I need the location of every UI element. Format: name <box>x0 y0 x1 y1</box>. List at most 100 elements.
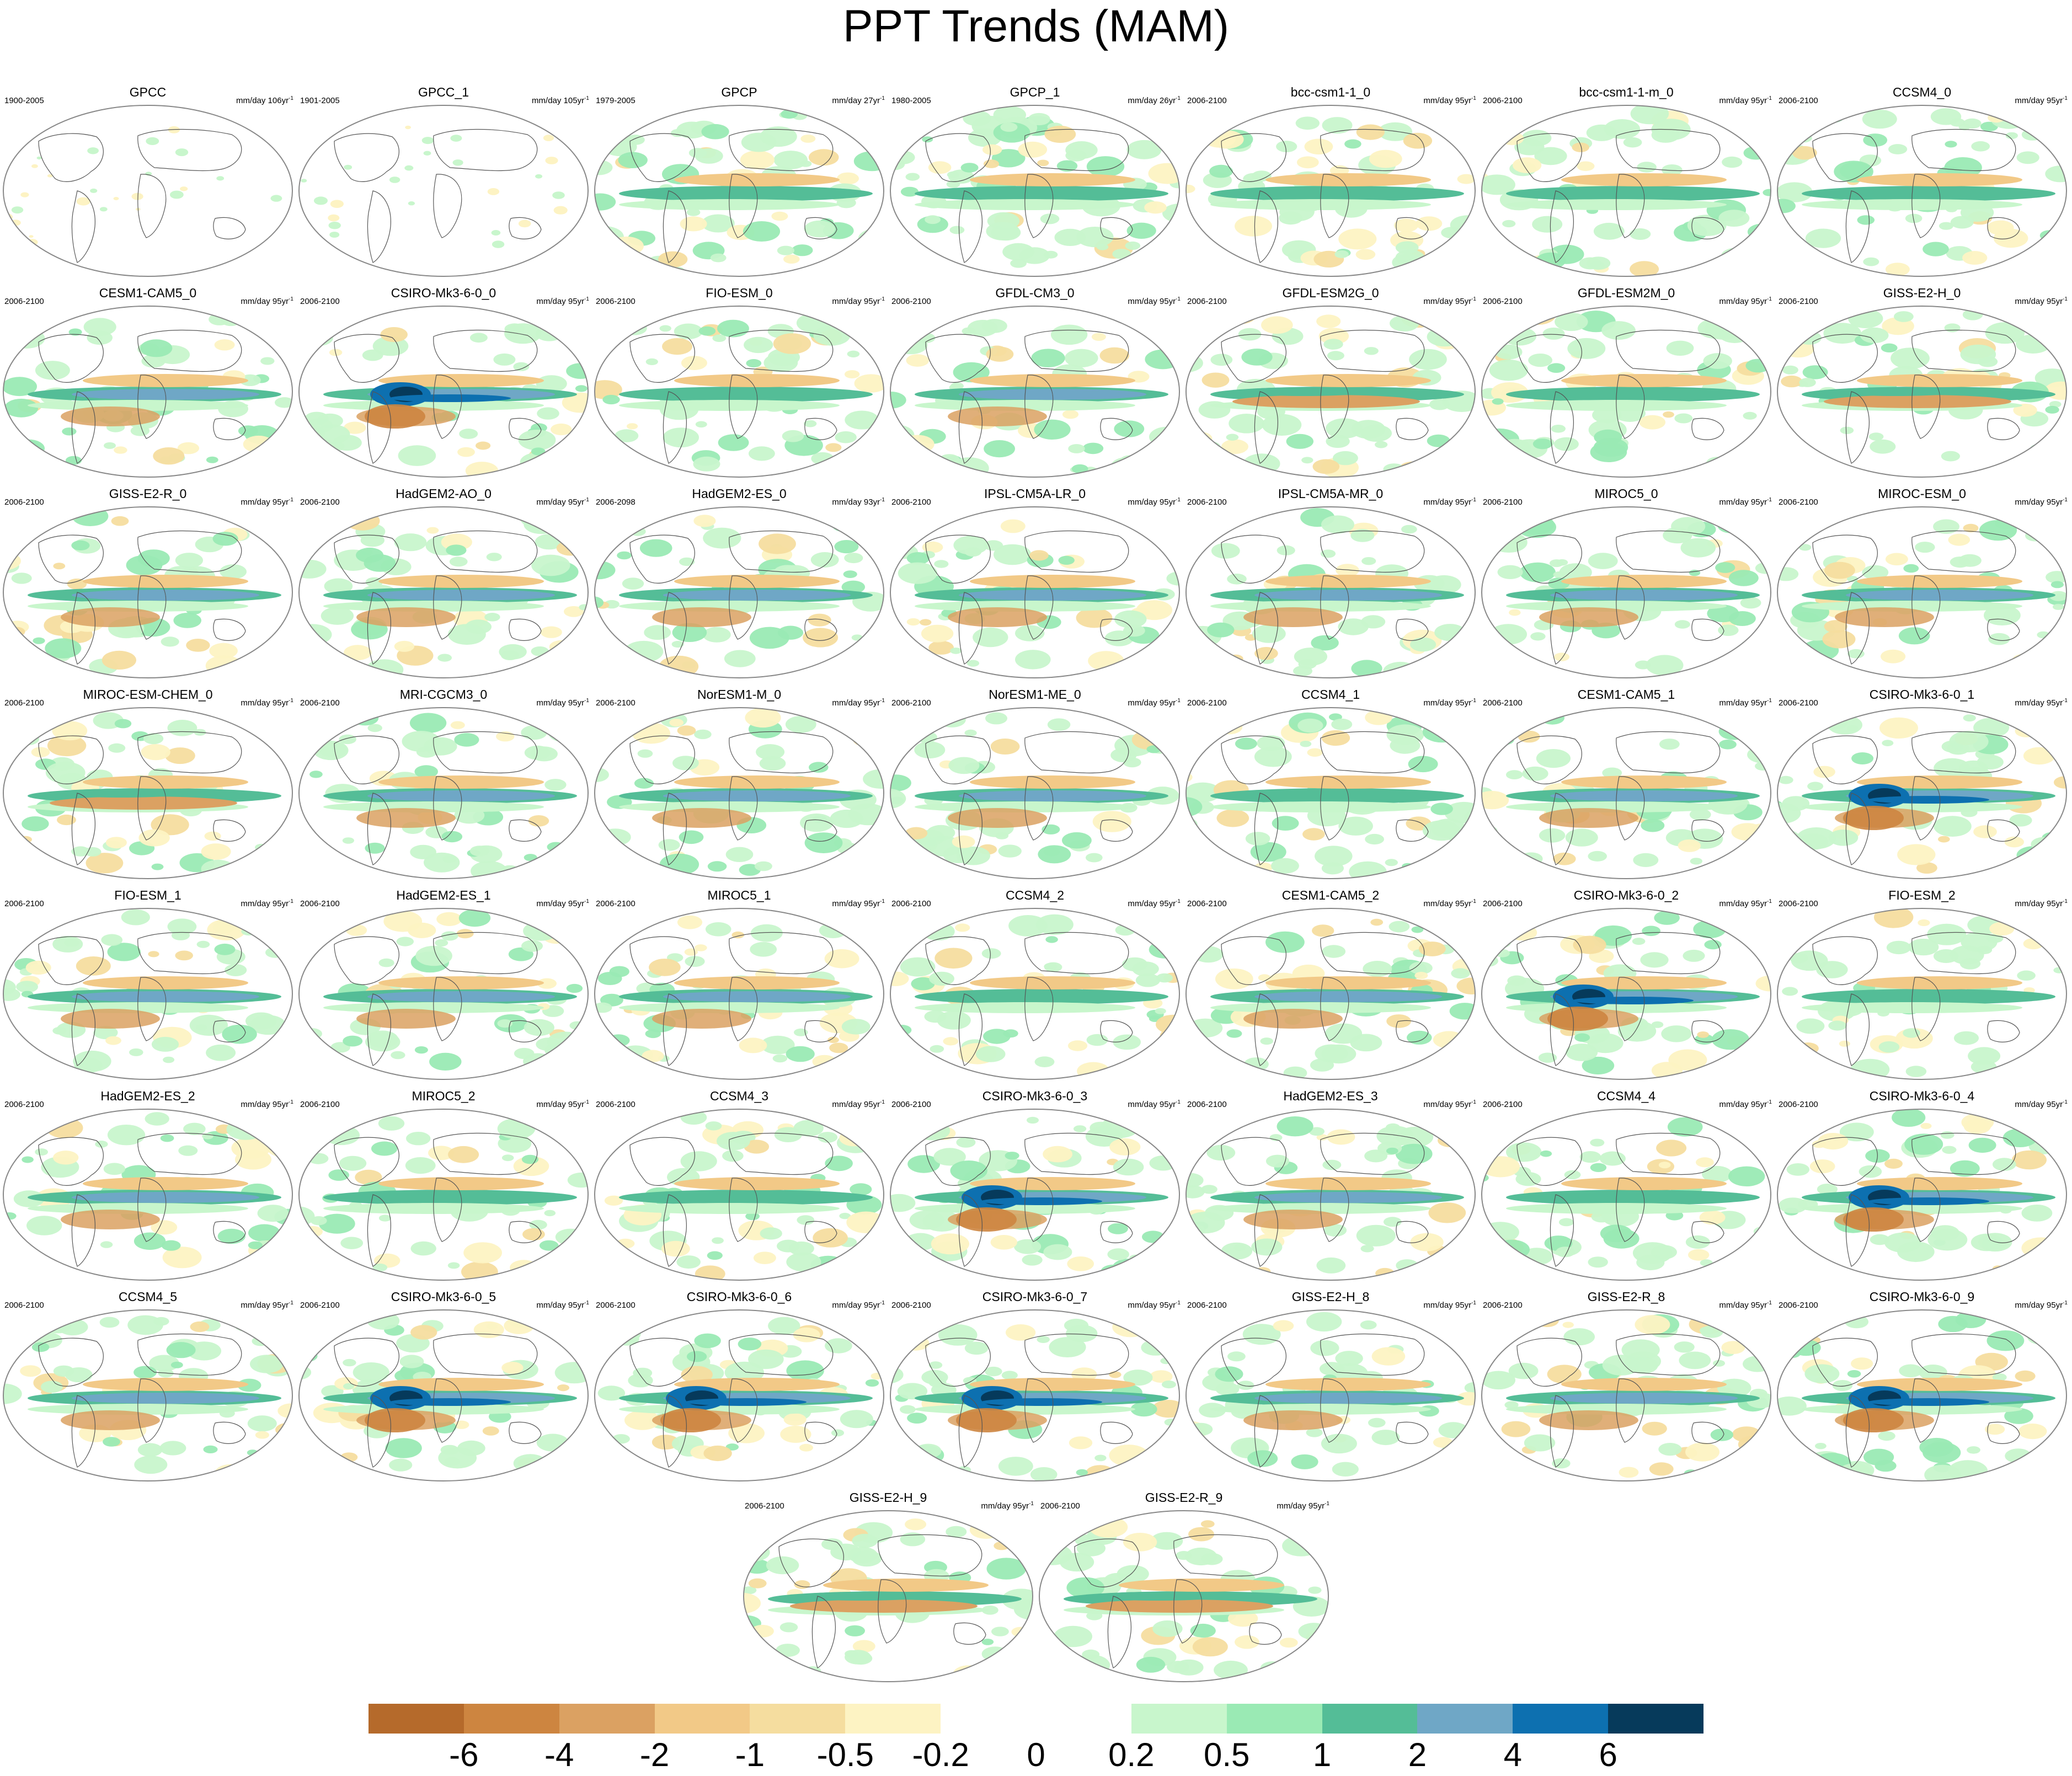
panel-title: MIROC5_0 <box>1594 486 1658 501</box>
panel-units-text: mm/day 95yr <box>1719 96 1767 105</box>
panel-units-exponent: -1 <box>880 95 885 101</box>
panel-units-exponent: -1 <box>880 497 885 503</box>
map-panel: CCSM4_4 2006-2100 mm/day 95yr-1 <box>1478 1088 1774 1286</box>
panel-units-exponent: -1 <box>584 698 589 704</box>
map-panel: CESM1-CAM5_2 2006-2100 mm/day 95yr-1 <box>1183 887 1478 1085</box>
map-projection <box>890 306 1180 478</box>
map-panel: CCSM4_1 2006-2100 mm/day 95yr-1 <box>1183 686 1478 885</box>
panel-units-text: mm/day 95yr <box>1719 297 1767 306</box>
colorbar-tick-label: -2 <box>639 1736 670 1773</box>
panel-units: mm/day 95yr-1 <box>536 696 589 708</box>
map-panel: CSIRO-Mk3-6-0_5 2006-2100 mm/day 95yr-1 <box>296 1288 591 1487</box>
panel-units-text: mm/day 93yr <box>832 498 880 507</box>
panel-title: CSIRO-Mk3-6-0_2 <box>1573 888 1679 902</box>
map-panel: GISS-E2-R_8 2006-2100 mm/day 95yr-1 <box>1478 1288 1774 1487</box>
colorbar-labels: -6 -4 -2 -1 -0.5 -0.2 0 0.2 0.5 1 2 4 6 <box>0 1737 2072 1776</box>
panel-years: 2006-2100 <box>1483 698 1523 708</box>
panel-title: CCSM4_1 <box>1301 687 1360 702</box>
panel-years: 2006-2098 <box>596 498 636 507</box>
panel-units: mm/day 95yr-1 <box>2015 1098 2068 1110</box>
panel-years: 2006-2100 <box>1187 1301 1227 1310</box>
panel-units-text: mm/day 95yr <box>2015 899 2063 908</box>
panel-title: FIO-ESM_0 <box>706 286 773 300</box>
panel-title: IPSL-CM5A-MR_0 <box>1278 486 1384 501</box>
panel-years: 2006-2100 <box>300 297 340 306</box>
panel-units-text: mm/day 95yr <box>1719 899 1767 908</box>
panel-units-text: mm/day 95yr <box>1719 1100 1767 1109</box>
map-panel: CCSM4_2 2006-2100 mm/day 95yr-1 <box>887 887 1183 1085</box>
colorbar-tick-label: 0.2 <box>1108 1736 1155 1773</box>
panel-units-exponent: -1 <box>1767 698 1772 704</box>
panel-units-exponent: -1 <box>1767 497 1772 503</box>
map-panel: NorESM1-ME_0 2006-2100 mm/day 95yr-1 <box>887 686 1183 885</box>
panel-units-exponent: -1 <box>1176 1300 1181 1306</box>
panel-units: mm/day 95yr-1 <box>1719 897 1772 909</box>
map-panel: HadGEM2-ES_2 2006-2100 mm/day 95yr-1 <box>0 1088 296 1286</box>
panel-units-text: mm/day 95yr <box>1719 1301 1767 1310</box>
panel-units: mm/day 95yr-1 <box>1128 897 1181 909</box>
panel-units: mm/day 106yr-1 <box>236 94 293 106</box>
map-panel: MIROC5_2 2006-2100 mm/day 95yr-1 <box>296 1088 591 1286</box>
map-projection <box>890 506 1180 678</box>
panel-units-exponent: -1 <box>1029 1501 1034 1507</box>
panel-units: mm/day 95yr-1 <box>1719 94 1772 106</box>
map-projection <box>1777 1109 2067 1281</box>
panel-units-exponent: -1 <box>1176 296 1181 302</box>
panel-units-exponent: -1 <box>2063 497 2068 503</box>
panel-units-exponent: -1 <box>1325 1501 1329 1507</box>
panel-years: 2006-2100 <box>1483 96 1523 105</box>
panel-units-exponent: -1 <box>1767 1099 1772 1105</box>
map-projection <box>298 1309 589 1481</box>
map-panel: FIO-ESM_2 2006-2100 mm/day 95yr-1 <box>1774 887 2070 1085</box>
panel-units-exponent: -1 <box>289 296 293 302</box>
colorbar <box>369 1704 1704 1734</box>
map-projection <box>1777 707 2067 879</box>
map-projection <box>1481 506 1771 678</box>
map-projection <box>3 1309 293 1481</box>
panel-units-text: mm/day 95yr <box>536 698 585 708</box>
panel-units: mm/day 95yr-1 <box>1423 94 1476 106</box>
map-projection <box>890 1309 1180 1481</box>
colorbar-tick-label: -0.2 <box>912 1736 969 1773</box>
map-panel: GFDL-ESM2G_0 2006-2100 mm/day 95yr-1 <box>1183 285 1478 483</box>
panel-units: mm/day 95yr-1 <box>1719 696 1772 708</box>
colorbar-swatch <box>1131 1704 1227 1734</box>
map-panel: HadGEM2-ES_1 2006-2100 mm/day 95yr-1 <box>296 887 591 1085</box>
panel-units-exponent: -1 <box>1767 95 1772 101</box>
panel-units-text: mm/day 95yr <box>241 1301 289 1310</box>
map-projection <box>1481 1309 1771 1481</box>
panel-title: GISS-E2-H_8 <box>1291 1290 1370 1304</box>
map-projection <box>1481 105 1771 277</box>
panel-units-exponent: -1 <box>1767 1300 1772 1306</box>
panel-years: 2006-2100 <box>1040 1501 1080 1511</box>
panel-units-text: mm/day 95yr <box>2015 96 2063 105</box>
panel-units: mm/day 95yr-1 <box>2015 1298 2068 1310</box>
panel-units: mm/day 95yr-1 <box>1128 295 1181 307</box>
map-projection <box>890 1109 1180 1281</box>
panel-title: NorESM1-M_0 <box>697 687 782 702</box>
map-projection <box>298 707 589 879</box>
panel-years: 2006-2100 <box>1779 297 1818 306</box>
map-projection <box>1185 707 1476 879</box>
map-projection <box>594 1109 884 1281</box>
map-panel: MIROC-ESM_0 2006-2100 mm/day 95yr-1 <box>1774 485 2070 684</box>
panel-units: mm/day 95yr-1 <box>1719 295 1772 307</box>
panel-units-text: mm/day 95yr <box>1423 498 1472 507</box>
panel-units-exponent: -1 <box>880 698 885 704</box>
panel-units-text: mm/day 95yr <box>1128 1100 1176 1109</box>
panel-title: GISS-E2-R_8 <box>1587 1290 1665 1304</box>
panel-years: 2006-2100 <box>1187 96 1227 105</box>
panel-units-text: mm/day 95yr <box>1128 297 1176 306</box>
panel-years: 2006-2100 <box>1483 1100 1523 1109</box>
panel-units: mm/day 95yr-1 <box>536 1098 589 1110</box>
map-projection <box>594 1309 884 1481</box>
panel-years: 2006-2100 <box>745 1501 784 1511</box>
map-projection <box>1777 506 2067 678</box>
panel-units-text: mm/day 95yr <box>1423 698 1472 708</box>
panel-units-exponent: -1 <box>1767 898 1772 905</box>
panel-title: CCSM4_4 <box>1596 1089 1656 1103</box>
panel-units-text: mm/day 95yr <box>241 899 289 908</box>
panel-years: 2006-2100 <box>1187 899 1227 908</box>
panel-title: GPCP <box>721 85 757 99</box>
panel-years: 2006-2100 <box>596 1100 636 1109</box>
